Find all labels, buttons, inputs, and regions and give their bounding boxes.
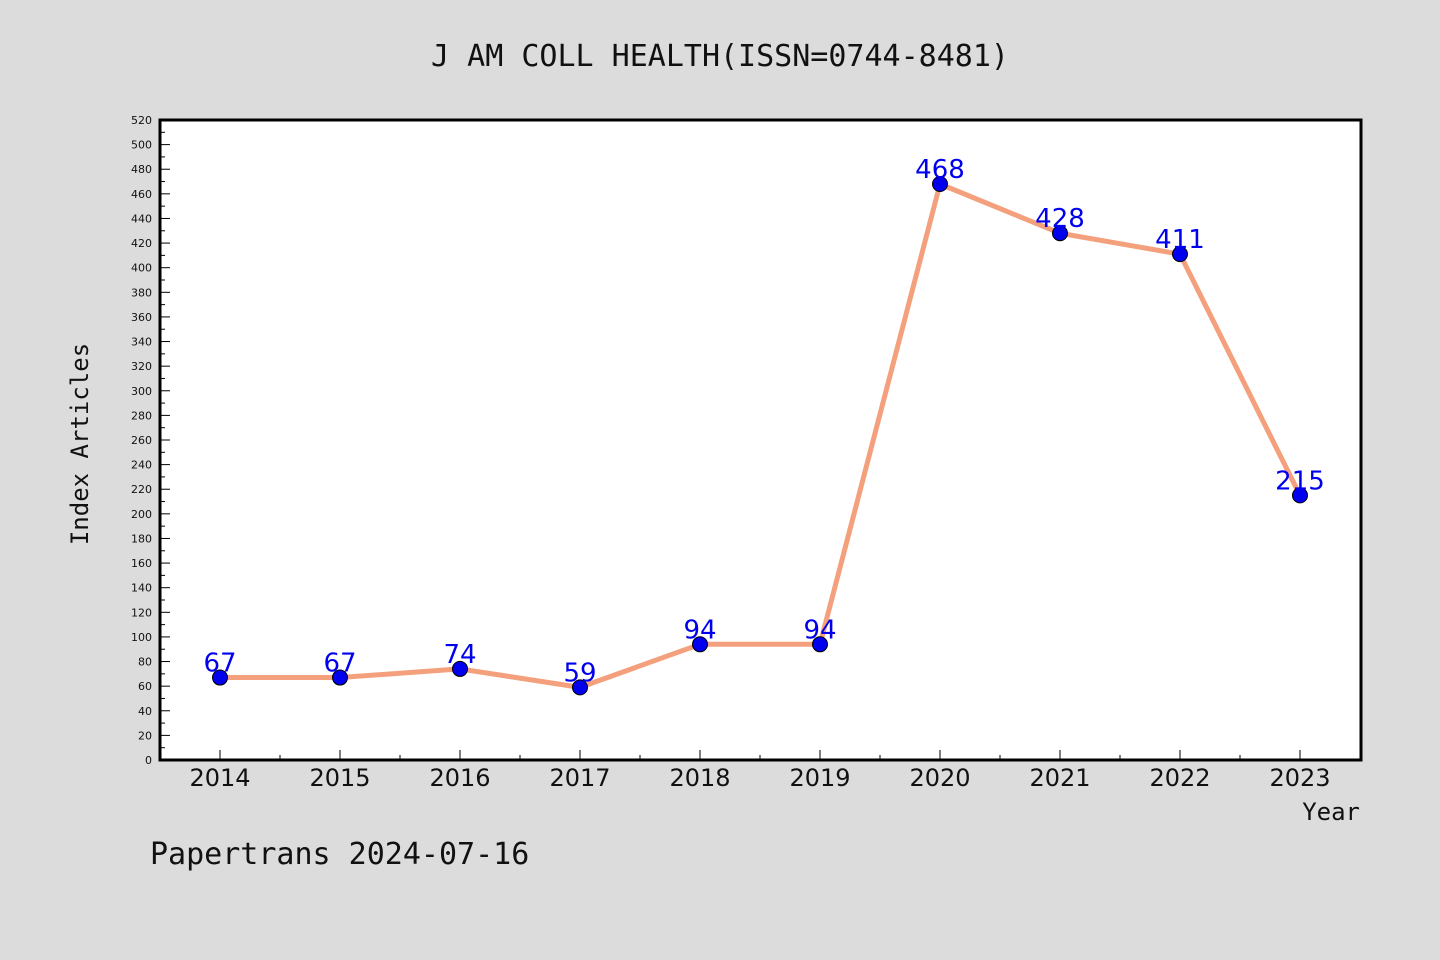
y-axis-ticks: 0 20 40 60 80 100 120 140 160 180 200 220 240 260 280 3… bbox=[131, 114, 170, 767]
series-line bbox=[220, 181, 1303, 690]
y-tick-label: 160 bbox=[131, 557, 152, 570]
data-label: 215 bbox=[1275, 466, 1325, 496]
data-point bbox=[452, 660, 468, 677]
data-label: 94 bbox=[683, 615, 716, 645]
y-tick-label: 520 bbox=[131, 114, 152, 127]
y-tick-label: 360 bbox=[131, 311, 152, 324]
y-tick-label: 340 bbox=[131, 336, 152, 349]
data-point bbox=[1172, 246, 1188, 263]
y-tick-label: 240 bbox=[131, 459, 152, 472]
plot-area bbox=[158, 118, 1363, 762]
y-tick-label: 40 bbox=[138, 705, 152, 718]
y-tick-label: 400 bbox=[131, 262, 152, 275]
y-tick-label: 220 bbox=[131, 483, 152, 496]
data-label: 411 bbox=[1155, 225, 1205, 255]
data-label: 67 bbox=[203, 649, 236, 679]
y-tick-label: 120 bbox=[131, 606, 152, 619]
x-tick-label: 2020 bbox=[909, 764, 970, 792]
x-tick-label: 2022 bbox=[1149, 764, 1210, 792]
y-tick-label: 180 bbox=[131, 532, 152, 545]
y-tick-label: 100 bbox=[131, 631, 152, 644]
data-label: 468 bbox=[915, 155, 965, 185]
y-tick-label: 80 bbox=[138, 656, 152, 669]
data-point bbox=[212, 669, 228, 686]
y-tick-label: 140 bbox=[131, 582, 152, 595]
data-label: 428 bbox=[1035, 204, 1085, 234]
data-point bbox=[332, 669, 348, 686]
data-point bbox=[692, 636, 708, 653]
x-tick-label: 2023 bbox=[1269, 764, 1330, 792]
chart-title: J AM COLL HEALTH(ISSN=0744-8481) bbox=[431, 39, 1009, 74]
y-tick-label: 480 bbox=[131, 163, 152, 176]
y-tick-label: 280 bbox=[131, 409, 152, 422]
data-point bbox=[1292, 487, 1308, 504]
data-markers bbox=[212, 176, 1308, 696]
x-tick-label: 2018 bbox=[669, 764, 730, 792]
x-axis-label: Year bbox=[1302, 798, 1360, 826]
data-point bbox=[932, 176, 948, 192]
y-axis-label: Index Articles bbox=[66, 343, 94, 545]
footer-text: Papertrans 2024-07-16 bbox=[150, 837, 529, 872]
y-tick-label: 320 bbox=[131, 360, 152, 373]
y-tick-label: 420 bbox=[131, 237, 152, 250]
y-tick-label: 260 bbox=[131, 434, 152, 447]
y-tick-label: 440 bbox=[131, 212, 152, 225]
x-tick-label: 2016 bbox=[429, 764, 490, 792]
data-point bbox=[1052, 225, 1068, 242]
x-axis-ticks: 2014 2015 2016 2017 2018 2019 2020 2021 2022 2023 bbox=[189, 750, 1331, 792]
x-tick-label: 2015 bbox=[309, 764, 370, 792]
data-labels: 67 67 74 59 94 94 468 428 411 215 bbox=[203, 155, 1324, 688]
data-point bbox=[572, 679, 588, 696]
data-label: 67 bbox=[323, 649, 356, 679]
x-tick-label: 2017 bbox=[549, 764, 610, 792]
x-tick-label: 2021 bbox=[1029, 764, 1090, 792]
y-tick-label: 0 bbox=[145, 754, 152, 767]
y-tick-label: 200 bbox=[131, 508, 152, 521]
y-tick-label: 20 bbox=[138, 729, 152, 742]
y-tick-label: 380 bbox=[131, 286, 152, 299]
data-label: 59 bbox=[563, 658, 596, 688]
y-tick-label: 300 bbox=[131, 385, 152, 398]
y-tick-label: 460 bbox=[131, 188, 152, 201]
data-label: 94 bbox=[803, 615, 836, 645]
data-label: 74 bbox=[443, 640, 476, 670]
data-point bbox=[812, 636, 828, 653]
x-tick-label: 2019 bbox=[789, 764, 850, 792]
y-tick-label: 60 bbox=[138, 680, 152, 693]
x-tick-label: 2014 bbox=[189, 764, 250, 792]
y-tick-label: 500 bbox=[131, 139, 152, 152]
